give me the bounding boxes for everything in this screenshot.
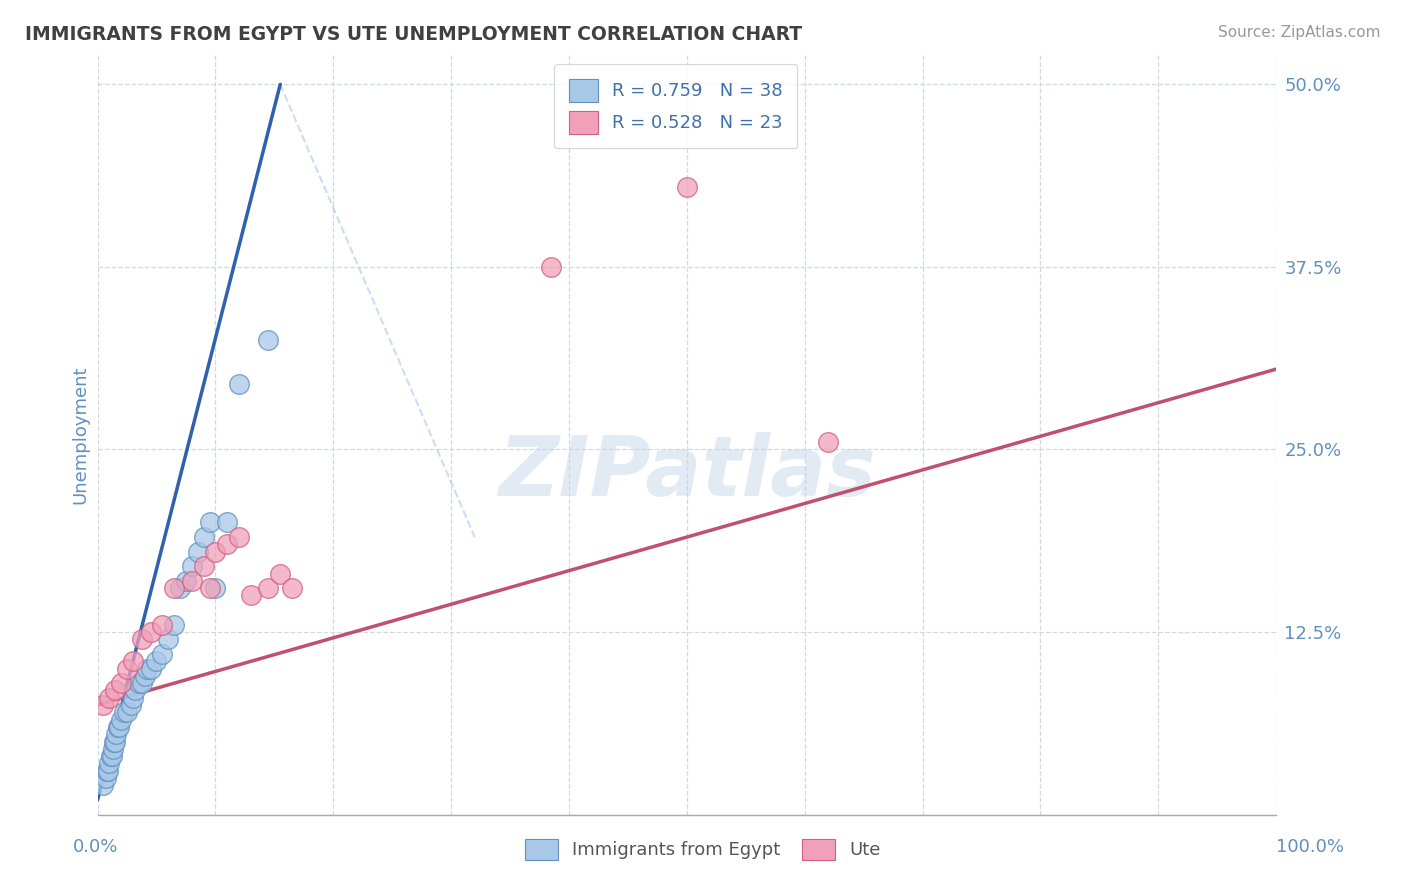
Point	[217, 537, 239, 551]
Point	[104, 683, 127, 698]
Point	[110, 713, 132, 727]
Point	[124, 683, 146, 698]
Point	[198, 516, 221, 530]
Text: 100.0%: 100.0%	[1277, 838, 1344, 856]
Point	[193, 559, 215, 574]
Point	[122, 690, 145, 705]
Point	[257, 581, 280, 595]
Point	[540, 260, 562, 274]
Point	[100, 749, 122, 764]
Point	[180, 574, 202, 588]
Point	[96, 764, 118, 778]
Text: ZIPatlas: ZIPatlas	[498, 433, 876, 513]
Point	[98, 756, 121, 771]
Point	[94, 771, 117, 785]
Point	[97, 764, 120, 778]
Point	[187, 544, 209, 558]
Point	[817, 435, 839, 450]
Point	[228, 376, 250, 391]
Point	[115, 706, 138, 720]
Point	[131, 676, 153, 690]
Point	[204, 581, 226, 595]
Point	[193, 530, 215, 544]
Point	[103, 734, 125, 748]
Point	[107, 720, 129, 734]
Point	[228, 530, 250, 544]
Legend: R = 0.759   N = 38, R = 0.528   N = 23: R = 0.759 N = 38, R = 0.528 N = 23	[554, 64, 797, 148]
Point	[131, 632, 153, 647]
Point	[112, 706, 135, 720]
Point	[163, 617, 186, 632]
Point	[198, 581, 221, 595]
Y-axis label: Unemployment: Unemployment	[72, 366, 89, 504]
Point	[157, 632, 180, 647]
Point	[139, 625, 162, 640]
Point	[136, 661, 159, 675]
Point	[204, 544, 226, 558]
Point	[139, 661, 162, 675]
Point	[122, 654, 145, 668]
Point	[134, 669, 156, 683]
Point	[269, 566, 291, 581]
Point	[257, 333, 280, 347]
Point	[169, 581, 191, 595]
Point	[150, 647, 173, 661]
Point	[180, 559, 202, 574]
Point	[101, 742, 124, 756]
Point	[217, 516, 239, 530]
Point	[93, 778, 115, 792]
Point	[93, 698, 115, 712]
Point	[239, 589, 262, 603]
Point	[104, 734, 127, 748]
Point	[105, 727, 128, 741]
Point	[174, 574, 197, 588]
Point	[145, 654, 167, 668]
Text: Source: ZipAtlas.com: Source: ZipAtlas.com	[1218, 25, 1381, 40]
Text: IMMIGRANTS FROM EGYPT VS UTE UNEMPLOYMENT CORRELATION CHART: IMMIGRANTS FROM EGYPT VS UTE UNEMPLOYMEN…	[25, 25, 803, 44]
Point	[115, 661, 138, 675]
Point	[163, 581, 186, 595]
Point	[110, 676, 132, 690]
Point	[150, 617, 173, 632]
Point	[98, 690, 121, 705]
Point	[120, 698, 142, 712]
Point	[675, 179, 697, 194]
Text: 0.0%: 0.0%	[73, 838, 118, 856]
Point	[100, 749, 122, 764]
Point	[128, 676, 150, 690]
Point	[107, 720, 129, 734]
Point	[281, 581, 304, 595]
Legend: Immigrants from Egypt, Ute: Immigrants from Egypt, Ute	[519, 831, 887, 867]
